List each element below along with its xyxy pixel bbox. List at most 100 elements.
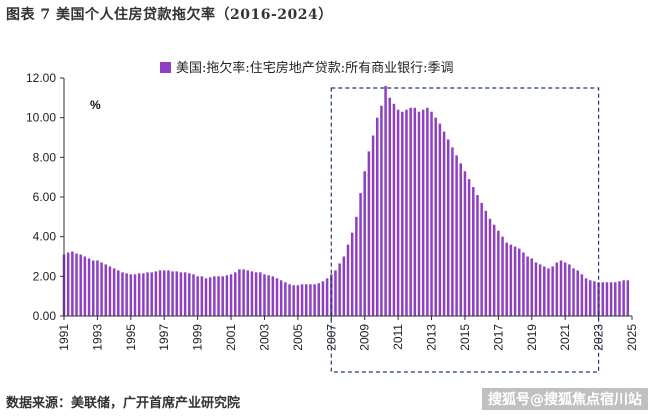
source-note: 数据来源：美联储，广开首席产业研究院 [6,396,241,411]
bar-1993-q2 [100,262,103,316]
bar-2000-q4 [225,275,229,316]
bar-2004-q4 [292,285,295,316]
bar-2008-q4 [359,193,362,316]
bar-2016-q3 [488,218,492,316]
bar-1992-q1 [79,254,82,316]
bar-2021-q3 [572,268,575,316]
bar-1991-q4 [75,253,78,316]
bar-2021-q2 [568,264,571,316]
bar-2020-q4 [559,260,563,316]
bar-2003-q4 [275,278,279,316]
bar-1994-q4 [125,273,128,316]
x-tick-label: 2007 [324,324,338,351]
x-tick-label: 1997 [157,324,171,351]
bar-1996-q3 [154,271,158,317]
bar-2013-q2 [434,117,437,316]
bar-1998-q4 [192,274,195,316]
bar-2002-q4 [259,272,262,316]
bar-2007-q3 [338,263,341,316]
x-tick-label: 1991 [57,324,71,351]
bar-2012-q3 [421,109,425,316]
x-tick-label: 2001 [224,324,238,351]
bar-2015-q1 [463,171,467,316]
bar-1996-q1 [146,272,149,316]
bar-1996-q2 [150,272,153,316]
bar-2000-q1 [213,276,216,316]
y-tick-label: 12.00 [26,71,56,85]
bar-2013-q4 [442,131,446,316]
x-tick-label: 1999 [191,324,205,351]
x-tick-label: 2021 [558,324,572,351]
bar-2019-q2 [534,262,538,316]
x-tick-label: 2009 [358,324,372,351]
bar-2009-q2 [367,151,371,316]
x-tick-label: 2025 [625,324,639,351]
bar-2014-q4 [459,163,463,316]
bar-1997-q3 [171,271,174,317]
bar-1997-q4 [175,271,179,317]
bar-2024-q4 [626,280,630,316]
bar-2005-q1 [296,285,300,316]
bar-2022-q1 [580,274,584,316]
y-tick-label: 10.00 [26,111,56,125]
x-tick-label: 2003 [257,324,271,351]
bar-2020-q3 [555,262,559,316]
x-tick-label: 1993 [90,324,104,351]
bar-2004-q3 [288,284,291,316]
bar-2023-q4 [609,282,613,316]
highlight-box [330,87,600,373]
bar-2014-q1 [446,139,450,316]
bar-2010-q4 [392,103,396,316]
bar-2022-q2 [584,278,588,316]
y-axis: 0.00 2.00 4.00 6.00 8.00 10.00 12.00 [26,71,65,323]
bar-2003-q2 [267,275,270,316]
legend-swatch [160,62,171,73]
bar-2002-q2 [250,271,254,317]
bar-2018-q3 [522,252,525,316]
bar-1992-q4 [91,260,95,316]
bar-2021-q4 [576,270,579,316]
bar-2001-q3 [238,269,241,316]
bar-2010-q3 [388,97,392,316]
y-tick-label: 2.00 [33,269,57,283]
bar-2010-q1 [380,105,383,317]
bar-2005-q4 [309,284,312,316]
x-tick-label: 2011 [391,324,405,350]
bar-2006-q2 [317,283,321,316]
watermark: 搜狐号@搜狐焦点宿川站 [482,388,648,410]
bar-2011-q1 [396,109,400,316]
bar-2012-q4 [426,107,429,316]
bar-1995-q4 [142,273,145,316]
bar-1994-q1 [112,268,116,316]
bar-2024-q1 [614,282,617,316]
bar-2022-q3 [588,280,592,316]
bar-2007-q1 [330,274,333,316]
bar-2018-q4 [526,256,529,316]
bar-2024-q3 [622,280,625,316]
bar-2018-q1 [513,246,517,316]
bar-1998-q1 [179,272,183,316]
bar-2011-q3 [405,109,408,316]
bar-1995-q3 [137,273,141,316]
bar-2017-q1 [497,230,500,316]
bar-1993-q3 [104,264,108,316]
bar-2006-q1 [313,284,316,316]
bar-2019-q4 [543,266,546,316]
bar-2018-q2 [517,248,521,316]
y-unit-label: % [90,98,101,112]
y-tick-label: 4.00 [33,230,57,244]
bar-2023-q3 [605,282,609,316]
bar-1992-q2 [83,256,87,316]
bar-2014-q2 [451,147,454,316]
bar-2004-q2 [284,282,287,316]
bar-2002-q3 [254,272,258,316]
bar-1997-q1 [162,270,166,316]
bar-2009-q4 [375,117,379,316]
bar-2016-q4 [492,224,496,316]
bar-1991-q2 [66,252,70,316]
bar-2001-q2 [233,272,237,316]
bar-2020-q1 [547,268,550,316]
bar-2000-q2 [217,276,220,316]
legend-label: 美国:拖欠率:住宅房地产贷款:所有商业银行:季调 [176,60,454,76]
